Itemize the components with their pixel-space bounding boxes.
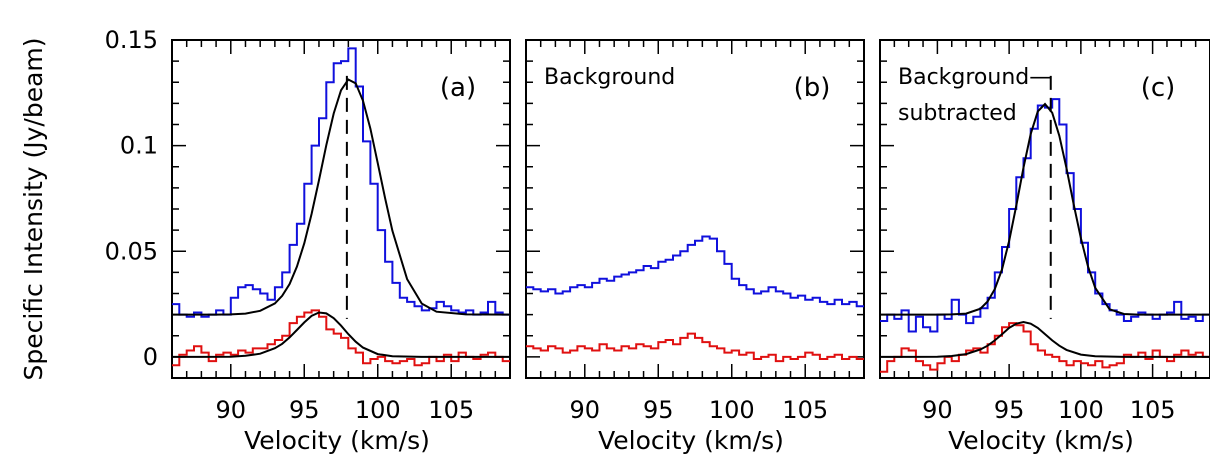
series-group — [526, 235, 864, 363]
gaussian-fit-line — [880, 320, 1210, 358]
y-axis-title: Specific Intensity (Jy/beam) — [19, 37, 48, 380]
panel-label: (b) — [794, 73, 831, 103]
gaussian-fit-line — [172, 311, 510, 358]
x-tick-label: 95 — [643, 396, 674, 424]
blue-spectrum-line — [880, 98, 1210, 333]
blue-spectrum-line — [526, 235, 864, 308]
panel-label: (a) — [440, 73, 476, 103]
y-tick-label: 0 — [143, 343, 158, 371]
panel-annotation: Background— — [898, 65, 1051, 90]
x-tick-label: 95 — [289, 396, 320, 424]
gaussian-fit-line — [172, 78, 510, 316]
x-axis-title: Velocity (km/s) — [598, 426, 784, 455]
x-tick-label: 100 — [1058, 396, 1104, 424]
blue-spectrum-line — [172, 47, 510, 318]
x-axis-title: Velocity (km/s) — [244, 426, 430, 455]
panel-c: 90 95 100 105 (c) Background— subtracted Veloci… — [879, 39, 1210, 455]
x-tick-label: 100 — [709, 396, 755, 424]
panel-b: 90 95 100 105 (b) Background Velocity (km/s) — [525, 39, 865, 455]
panel-a: 90 95 100 105 0 0.05 0.1 0.15 (a) Velocity (km/s) — [105, 26, 511, 455]
x-tick-label: 105 — [782, 396, 828, 424]
y-tick-label: 0.05 — [105, 237, 158, 265]
panel-label: (c) — [1141, 73, 1176, 103]
x-tick-label: 90 — [570, 396, 601, 424]
red-spectrum-line — [880, 322, 1210, 373]
x-tick-label: 90 — [922, 396, 953, 424]
y-tick-label: 0.15 — [105, 26, 158, 54]
x-axis-title: Velocity (km/s) — [948, 426, 1134, 455]
panel-annotation: subtracted — [898, 101, 1017, 126]
x-tick-label: 100 — [355, 396, 401, 424]
x-tick-label: 90 — [216, 396, 247, 424]
gaussian-fit-line — [880, 102, 1210, 316]
x-tick-label: 95 — [994, 396, 1025, 424]
red-spectrum-line — [526, 332, 864, 363]
x-tick-label: 105 — [1130, 396, 1176, 424]
series-group — [172, 47, 510, 367]
x-tick-label: 105 — [428, 396, 474, 424]
red-spectrum-line — [172, 309, 510, 367]
panel-annotation: Background — [544, 65, 675, 90]
y-tick-label: 0.1 — [120, 132, 158, 160]
series-group — [880, 98, 1210, 373]
